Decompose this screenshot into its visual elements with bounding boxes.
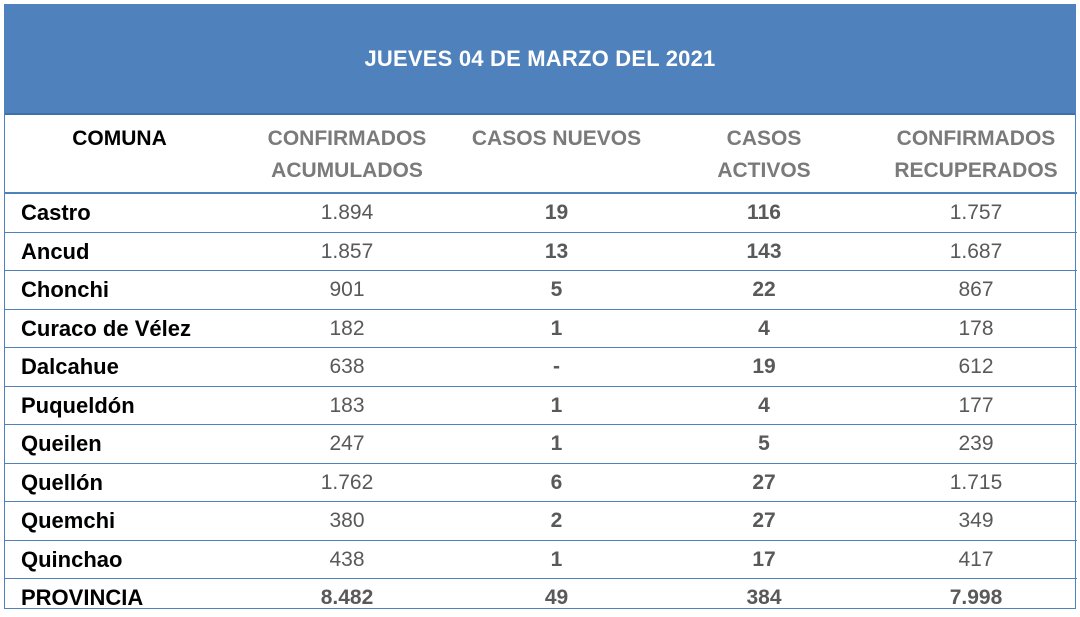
row-comuna: Queilen <box>5 424 234 464</box>
header-casos-activos: CASOS ACTIVOS <box>653 115 875 194</box>
row-activos: 4 <box>653 386 875 425</box>
row-activos: 17 <box>653 540 875 579</box>
table-row: Ancud 1.857 13 143 1.687 <box>5 232 1077 271</box>
header-activos-line2: ACTIVOS <box>717 159 811 182</box>
row-activos: 4 <box>653 309 875 348</box>
row-acumulados: 1.762 <box>234 463 460 502</box>
table-row: Queilen 247 1 5 239 <box>5 424 1077 464</box>
row-comuna: Quellón <box>5 463 234 502</box>
table-row: Castro 1.894 19 116 1.757 <box>5 193 1077 233</box>
table-title: JUEVES 04 DE MARZO DEL 2021 <box>5 5 1075 115</box>
row-recuperados: 417 <box>875 540 1077 579</box>
row-recuperados: 349 <box>875 501 1077 541</box>
row-activos: 27 <box>653 501 875 541</box>
row-acumulados: 247 <box>234 424 460 464</box>
row-acumulados: 901 <box>234 270 460 310</box>
row-comuna: Ancud <box>5 232 234 271</box>
table-header: COMUNA CONFIRMADOS ACUMULADOS CASOS NUEV… <box>5 115 1077 194</box>
row-acumulados: 1.894 <box>234 193 460 233</box>
header-recuperados-line2: RECUPERADOS <box>894 159 1058 182</box>
row-recuperados: 1.687 <box>875 232 1077 271</box>
row-nuevos: - <box>460 347 653 387</box>
table-row: Quemchi 380 2 27 349 <box>5 501 1077 541</box>
table-row: Dalcahue 638-19 612 <box>5 347 1077 387</box>
row-recuperados: 239 <box>875 424 1077 464</box>
row-activos: 27 <box>653 463 875 502</box>
total-comuna: PROVINCIA <box>21 585 144 611</box>
row-acumulados: 380 <box>234 501 460 541</box>
row-recuperados: 177 <box>875 386 1077 425</box>
total-nuevos: 49 <box>544 586 569 610</box>
row-comuna: Chonchi <box>5 270 234 310</box>
row-nuevos: 1 <box>460 424 653 464</box>
header-comuna: COMUNA <box>5 115 234 194</box>
table-row: Chonchi 901 5 22 867 <box>5 270 1077 310</box>
row-acumulados: 182 <box>234 309 460 348</box>
row-acumulados: 438 <box>234 540 460 579</box>
table-row: Quinchao 438 1 17 417 <box>5 540 1077 579</box>
row-comuna: Castro <box>5 193 234 233</box>
row-nuevos: 5 <box>460 270 653 310</box>
row-activos: 22 <box>653 270 875 310</box>
row-nuevos: 1 <box>460 386 653 425</box>
row-nuevos: 6 <box>460 463 653 502</box>
header-acumulados-line1: CONFIRMADOS <box>267 127 427 150</box>
row-nuevos: 1 <box>460 540 653 579</box>
row-recuperados: 612 <box>875 347 1077 387</box>
row-comuna: Quinchao <box>5 540 234 579</box>
covid-cases-table-panel: JUEVES 04 DE MARZO DEL 2021 COMUNA CONFI… <box>4 4 1077 610</box>
row-acumulados: 1.857 <box>234 232 460 271</box>
row-activos: 143 <box>653 232 875 271</box>
total-row: PROVINCIA 8.482 49 384 7.998 <box>5 579 1077 617</box>
header-acumulados-line2: ACUMULADOS <box>271 159 423 182</box>
row-comuna: Puqueldón <box>5 386 234 425</box>
row-recuperados: 867 <box>875 270 1077 310</box>
table-row: Quellón 1.762 6 27 1.715 <box>5 463 1077 502</box>
row-recuperados: 1.715 <box>875 463 1077 502</box>
row-comuna: Curaco de Vélez <box>5 309 234 348</box>
header-confirmados-recuperados: CONFIRMADOS RECUPERADOS <box>875 115 1077 194</box>
row-nuevos: 2 <box>460 501 653 541</box>
row-nuevos: 1 <box>460 309 653 348</box>
header-comuna-line1: COMUNA <box>72 127 167 150</box>
row-comuna: Dalcahue <box>5 347 234 387</box>
total-activos: 384 <box>746 586 782 610</box>
header-confirmados-acumulados: CONFIRMADOS ACUMULADOS <box>234 115 460 194</box>
row-comuna: Quemchi <box>5 501 234 541</box>
table-body: Castro 1.894 19 116 1.757 Ancud 1.857 13 143 1.68… <box>5 193 1077 617</box>
row-activos: 116 <box>653 193 875 233</box>
header-recuperados-line1: CONFIRMADOS <box>896 127 1056 150</box>
total-recuperados: 7.998 <box>949 586 1003 610</box>
row-nuevos: 19 <box>460 193 653 233</box>
row-acumulados: 183 <box>234 386 460 425</box>
header-activos-line1: CASOS <box>726 127 802 150</box>
row-activos: 5 <box>653 424 875 464</box>
row-activos: 19 <box>653 347 875 387</box>
header-row: COMUNA CONFIRMADOS ACUMULADOS CASOS NUEV… <box>5 115 1077 194</box>
header-nuevos-line1: CASOS NUEVOS <box>471 127 642 150</box>
row-acumulados: 638 <box>234 347 460 387</box>
header-casos-nuevos: CASOS NUEVOS <box>460 115 653 194</box>
row-recuperados: 1.757 <box>875 193 1077 233</box>
row-recuperados: 178 <box>875 309 1077 348</box>
cases-table: COMUNA CONFIRMADOS ACUMULADOS CASOS NUEV… <box>5 115 1077 617</box>
row-nuevos: 13 <box>460 232 653 271</box>
table-row: Puqueldón 183 1 4 177 <box>5 386 1077 425</box>
total-acumulados: 8.482 <box>320 586 374 610</box>
table-row: Curaco de Vélez 182 1 4 178 <box>5 309 1077 348</box>
